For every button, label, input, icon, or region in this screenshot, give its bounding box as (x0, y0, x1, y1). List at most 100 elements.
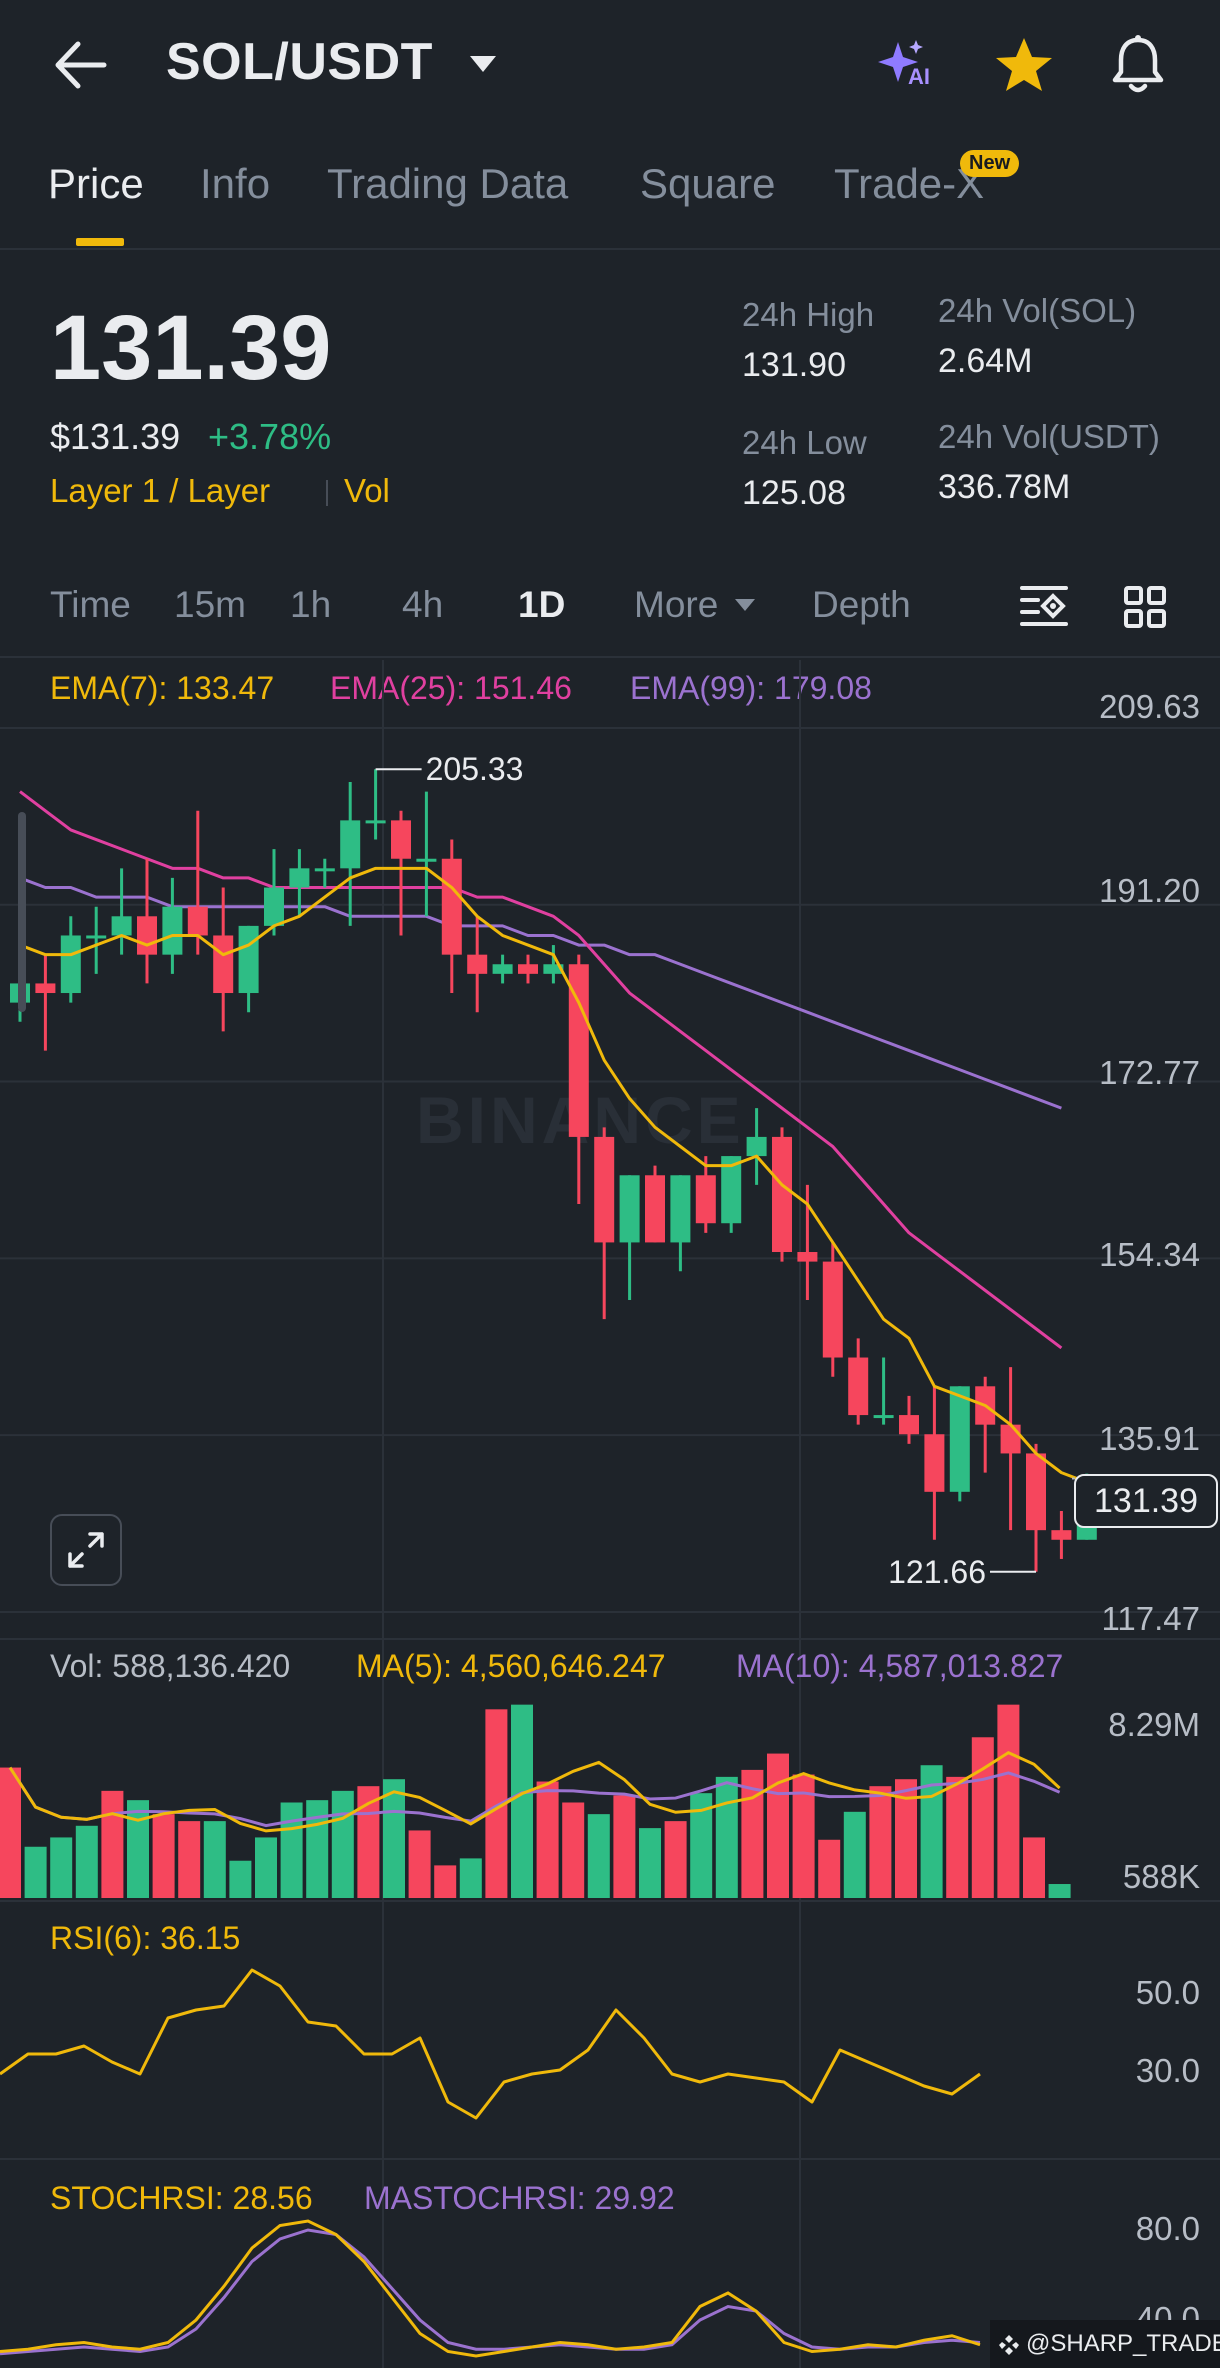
current-price-label: 131.39 (1074, 1474, 1218, 1528)
price-chart[interactable]: 205.33 121.66 (0, 640, 1220, 2368)
candle-body (695, 1175, 716, 1224)
tab-trade-x[interactable]: Trade-X (834, 160, 985, 207)
bell-icon[interactable] (1108, 34, 1168, 96)
ma10-label: MA(10): 4,587,013.827 (736, 1648, 1064, 1684)
high-24h-value: 131.90 (742, 346, 846, 384)
last-price: 131.39 (50, 297, 332, 399)
fullscreen-button[interactable] (50, 1514, 122, 1586)
candle-body (619, 1175, 640, 1243)
volume-divider (0, 1638, 1220, 1640)
ema99-label: EMA(99): 179.08 (630, 670, 872, 706)
candle-body (187, 906, 208, 936)
volume-tag[interactable]: Vol (344, 472, 390, 509)
rsi-divider (0, 1900, 1220, 1902)
candle-body (60, 935, 81, 994)
price-axis-tick: 135.91 (1099, 1420, 1200, 1457)
timeframe-depth[interactable]: Depth (812, 584, 911, 625)
volume-bar (639, 1828, 661, 1898)
tab-trading-data[interactable]: Trading Data (327, 160, 569, 207)
top-bar: SOL/USDT AI (0, 0, 1220, 130)
favorite-star-icon[interactable] (994, 36, 1054, 94)
timeframe-4h[interactable]: 4h (402, 584, 444, 625)
volume-bar (1023, 1837, 1045, 1898)
candle-body (518, 964, 538, 974)
vol-usdt-value: 336.78M (938, 468, 1071, 506)
volume-bar (152, 1814, 175, 1898)
candle-body (543, 964, 564, 974)
sparkle-icon (878, 40, 923, 82)
candle-body (873, 1415, 894, 1419)
volume-bar (50, 1837, 73, 1898)
ema25-line (19, 790, 1063, 1350)
price-axis-tick: 209.63 (1099, 688, 1200, 725)
stochrsi-line (0, 2219, 981, 2358)
volume-bar (818, 1839, 841, 1898)
candle-body (340, 820, 361, 869)
back-arrow-icon[interactable] (52, 40, 108, 90)
candle-body (314, 868, 335, 872)
price-axis-tick: 172.77 (1099, 1054, 1200, 1091)
tab-info[interactable]: Info (200, 160, 271, 207)
timeframe-time[interactable]: Time (50, 584, 131, 625)
more-dropdown-icon[interactable] (734, 598, 756, 612)
tab-square[interactable]: Square (640, 160, 776, 207)
candle-body (772, 1136, 792, 1253)
low-marker-label: 121.66 (888, 1554, 986, 1590)
candle-body (746, 1136, 767, 1157)
candle-body (492, 964, 513, 974)
volume-bar (997, 1704, 1020, 1898)
volume-bar (971, 1737, 994, 1898)
volume-bar (511, 1704, 533, 1898)
volume-bar (946, 1776, 969, 1898)
volume-bar (280, 1802, 303, 1898)
volume-label: Vol: 588,136.420 (50, 1648, 291, 1684)
stoch-axis-tick: 80.0 (1135, 2210, 1200, 2247)
volume-bar (767, 1753, 789, 1898)
volume-bar (434, 1865, 457, 1898)
candle-body (645, 1175, 665, 1243)
active-tab-indicator (76, 238, 124, 246)
ema25-label: EMA(25): 151.46 (330, 670, 572, 706)
volume-axis-tick: 588K (1122, 1858, 1200, 1895)
price-axis-tick: 117.47 (1101, 1600, 1200, 1637)
category-tag[interactable]: Layer 1 / Layer (50, 472, 271, 509)
indicator-settings-icon[interactable] (1020, 584, 1068, 628)
candle-body (162, 906, 183, 955)
chevron-down-icon[interactable] (468, 54, 498, 74)
candle-body (1051, 1530, 1072, 1540)
candle-body (365, 820, 386, 824)
volume-bar (664, 1821, 687, 1898)
author-credit: @SHARP_TRADER (990, 2320, 1220, 2368)
candle-body (35, 983, 56, 994)
mastochrsi-line (0, 2228, 981, 2356)
ai-assistant-button[interactable]: AI (878, 40, 938, 96)
ai-label: AI (908, 64, 930, 89)
ema7-line (19, 866, 1088, 1484)
pair-title[interactable]: SOL/USDT (166, 33, 433, 91)
volume-bar (741, 1769, 764, 1898)
vol-sol-label: 24h Vol(SOL) (938, 292, 1137, 329)
stochrsi-divider (0, 2158, 1220, 2160)
timeframe-more[interactable]: More (634, 584, 719, 625)
timeframe-1d[interactable]: 1D (518, 584, 566, 625)
volume-bar (536, 1781, 559, 1898)
high-marker-label: 205.33 (426, 751, 524, 787)
volume-bar (408, 1830, 431, 1898)
volume-bar (229, 1860, 252, 1898)
layout-grid-icon[interactable] (1124, 586, 1166, 628)
tab-price[interactable]: Price (48, 160, 144, 207)
candle-body (441, 858, 462, 955)
volume-bar (485, 1709, 508, 1898)
volume-bar (203, 1821, 226, 1898)
volume-bar (843, 1811, 866, 1898)
ma5-label: MA(5): 4,560,646.247 (356, 1648, 666, 1684)
low-24h-value: 125.08 (742, 474, 846, 512)
tag-separator (326, 480, 328, 506)
timeframe-15m[interactable]: 15m (174, 584, 246, 625)
volume-bar (920, 1765, 943, 1898)
chart-top-divider (0, 656, 1220, 658)
new-badge: New (960, 150, 1020, 177)
volume-axis-tick: 8.29M (1108, 1706, 1200, 1743)
timeframe-1h[interactable]: 1h (290, 584, 332, 625)
volume-bar (1048, 1884, 1071, 1898)
